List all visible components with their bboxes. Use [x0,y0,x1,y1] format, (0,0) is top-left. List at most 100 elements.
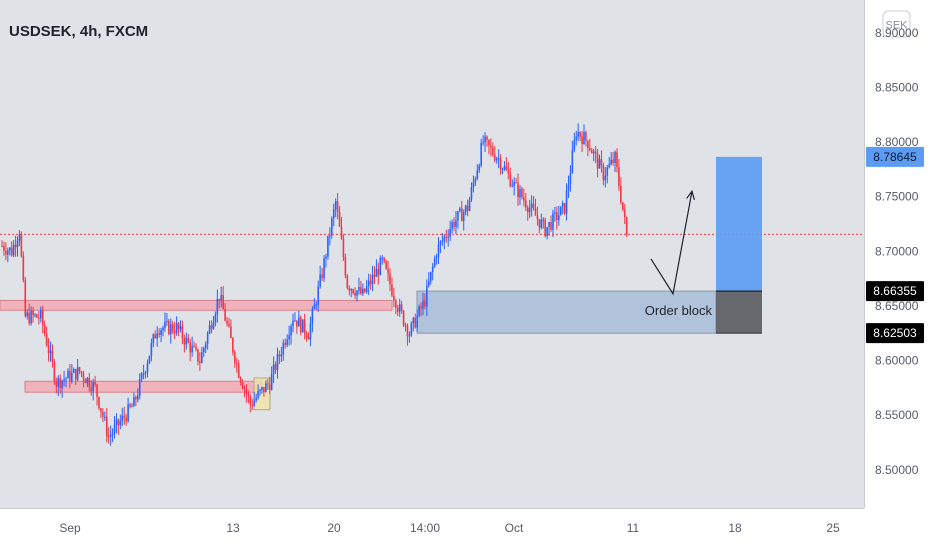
candle [552,209,554,237]
candle [507,161,510,180]
candle [185,332,188,350]
price-tick-label: 8.50000 [875,463,919,477]
candle [47,337,50,362]
candle [350,288,352,298]
candle [65,377,67,388]
candle [191,336,193,357]
candle [530,195,533,217]
candle [67,368,69,379]
candle [363,288,366,294]
candle [113,416,116,439]
candle [171,320,174,335]
candle [94,375,96,388]
candle [445,229,448,243]
candle [199,352,201,371]
resistance-zone[interactable] [0,299,393,311]
candle [602,162,605,186]
candle [385,259,387,270]
candle [406,323,409,346]
candle [336,192,339,220]
candle [86,376,89,388]
candle [536,206,539,226]
candle [596,148,599,178]
candle [247,390,250,404]
candle [563,202,566,216]
candle [34,313,36,318]
candle [168,318,170,336]
stop-zone[interactable] [716,291,762,334]
candle [457,210,459,229]
candle [554,206,556,222]
candle [169,318,172,344]
candle [232,336,234,356]
candle [377,262,380,285]
projection-arrow[interactable] [650,191,693,296]
candle [501,167,504,175]
time-axis[interactable]: Sep 13 20 14:00 Oct 11 18 25 [59,521,840,535]
candle [53,359,56,385]
candle [319,265,321,289]
candle [416,309,418,332]
candle [133,392,135,407]
candle [162,325,164,337]
candle [212,316,215,330]
candle [195,343,197,352]
candle [20,231,23,258]
candle [173,322,176,340]
candle [321,267,323,281]
candle [571,140,574,174]
candle [230,319,232,339]
candle [329,227,331,246]
currency-badge[interactable]: SEK [882,10,911,38]
candle [257,384,259,400]
candle [127,397,129,423]
candle [338,206,341,227]
price-tick-label: 8.80000 [875,135,919,149]
candle [36,313,38,319]
candle [201,346,203,364]
candle [43,320,46,337]
candle [107,426,110,444]
candle [78,366,81,375]
candle [470,182,473,202]
candle [379,255,382,276]
candle [313,297,316,310]
candle [129,402,131,409]
candle [414,313,417,329]
candle [437,237,440,265]
candle [484,131,486,153]
candle [72,367,75,373]
candle [332,203,335,227]
candle [356,289,358,302]
candle [428,272,430,288]
price-badge-value: 8.66355 [873,284,917,298]
target-price-badge: 8.78645 [866,146,924,167]
candle [360,280,362,296]
candle [115,413,118,434]
candle [466,199,469,217]
candle [288,325,290,346]
time-tick-label: Oct [505,521,524,535]
candle [92,378,94,401]
candle [235,357,238,373]
candle [589,138,591,152]
order-block[interactable] [416,290,717,334]
time-tick-label: 11 [627,521,640,535]
candle [158,328,160,338]
candle [443,234,446,250]
candle [513,177,515,196]
candle [28,303,30,326]
overlay-layer: Order block [0,156,864,334]
candle [183,334,186,353]
price-axis[interactable]: 8.50000 8.55000 8.60000 8.65000 8.70000 8.750… [875,26,919,477]
target-zone[interactable] [716,156,762,292]
candle [346,274,349,290]
candle [131,403,133,408]
candle [538,219,541,234]
candle [280,346,283,362]
candle [61,379,63,398]
candle [532,196,535,211]
candle [577,123,579,142]
candle [80,370,83,378]
